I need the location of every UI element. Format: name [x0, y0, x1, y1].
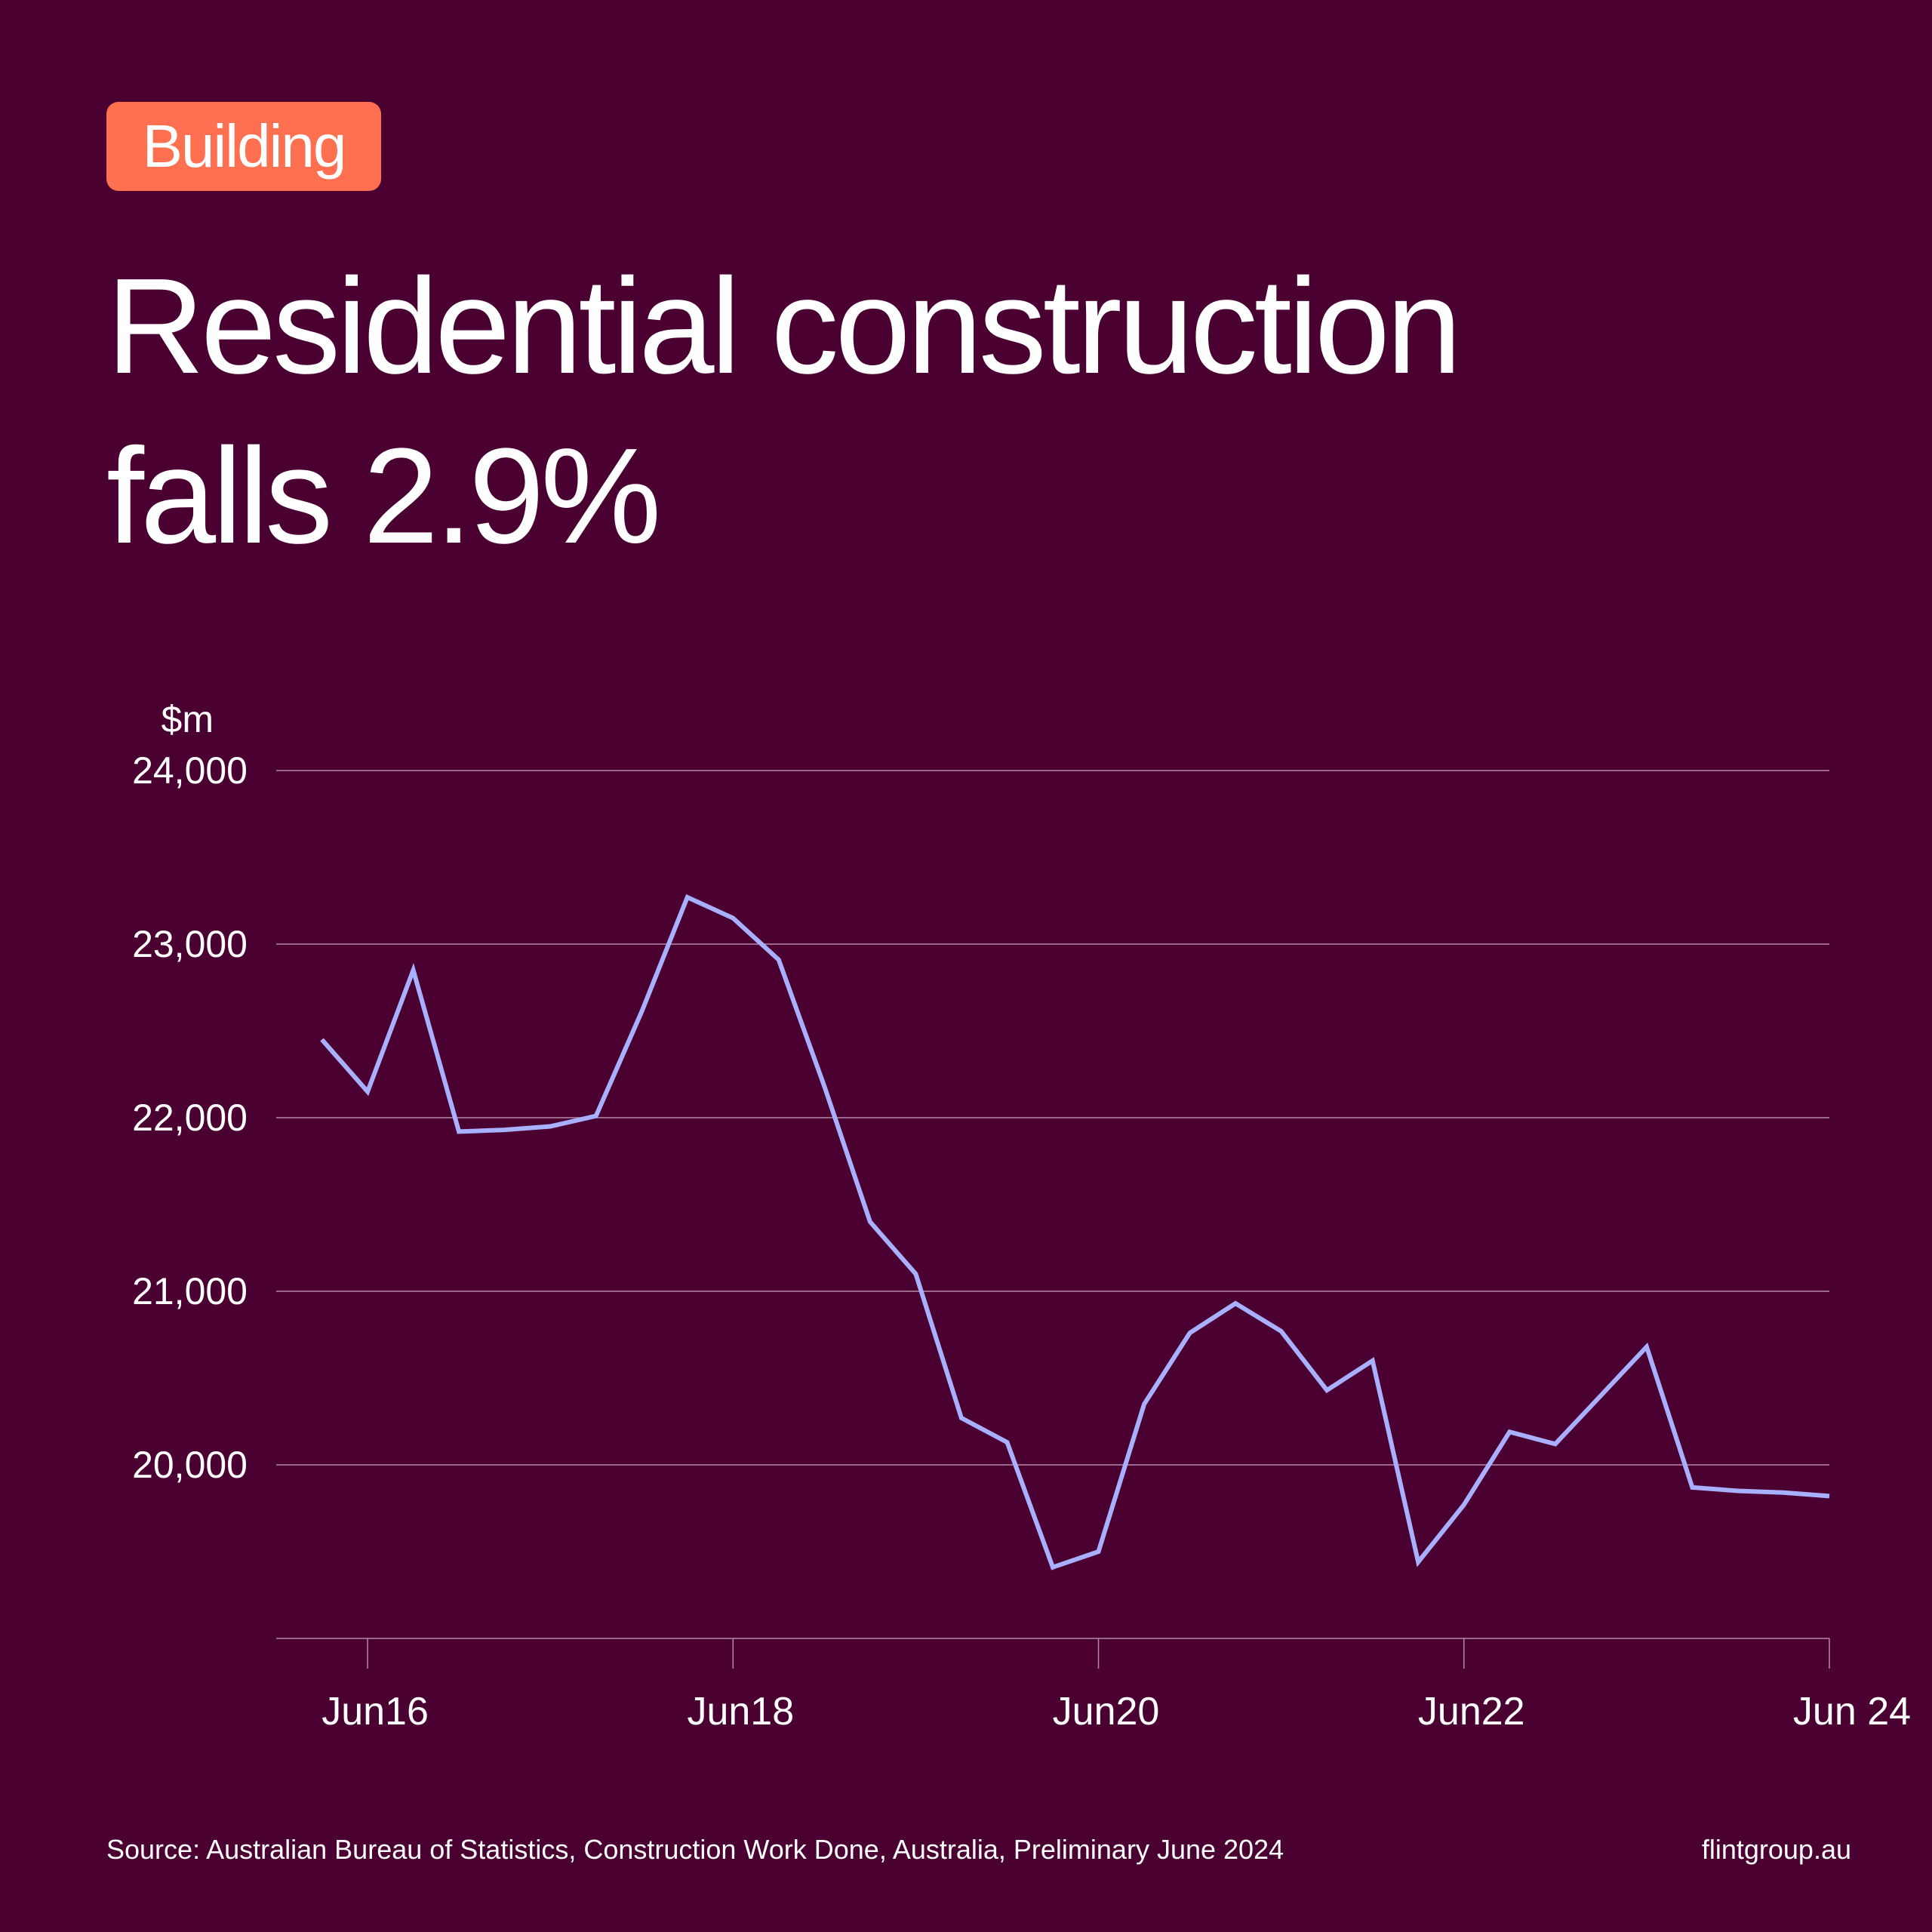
chart-title-line-2: falls 2.9% [106, 420, 661, 572]
y-axis-unit-label: $m [162, 698, 214, 740]
y-tick-label: 20,000 [132, 1444, 248, 1486]
x-tick-label: Jun16 [321, 1690, 429, 1734]
y-tick-label: 23,000 [132, 923, 248, 965]
x-tick-label: Jun20 [1053, 1690, 1160, 1734]
grid-lines [276, 770, 1829, 1466]
y-tick-label: 22,000 [132, 1097, 248, 1139]
category-tag: Building [106, 102, 381, 191]
source-note: Source: Australian Bureau of Statistics,… [106, 1834, 1284, 1865]
chart-title-line-1: Residential construction [106, 251, 1462, 402]
y-tick-label: 21,000 [132, 1270, 248, 1312]
x-tick-label: Jun 24 [1793, 1690, 1911, 1734]
series-line [320, 894, 1830, 1571]
chart-title: Residential construction falls 2.9% [106, 242, 1804, 581]
axis-labels: 20,000 21,000 22,000 23,000 24,000 $m Jun16 Jun… [132, 698, 1911, 1734]
y-tick-label: 24,000 [132, 749, 248, 792]
x-tick-label: Jun22 [1418, 1690, 1525, 1734]
series-layer [320, 894, 1830, 1571]
x-axis [276, 1638, 1830, 1669]
x-tick-label: Jun18 [687, 1690, 794, 1734]
site-link[interactable]: flintgroup.au [1701, 1834, 1851, 1865]
